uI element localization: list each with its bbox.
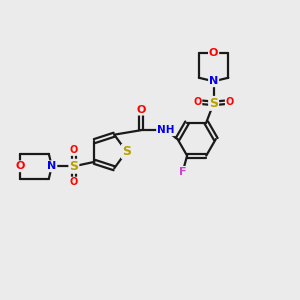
Text: O: O	[70, 145, 78, 155]
Text: O: O	[15, 161, 24, 171]
Text: O: O	[70, 178, 78, 188]
Text: NH: NH	[157, 125, 175, 135]
Text: N: N	[209, 76, 218, 86]
Text: N: N	[47, 161, 56, 171]
Text: O: O	[209, 48, 218, 58]
Text: O: O	[226, 97, 234, 107]
Text: O: O	[193, 97, 202, 107]
Text: S: S	[69, 160, 78, 173]
Text: S: S	[122, 145, 131, 158]
Text: S: S	[209, 97, 218, 110]
Text: F: F	[179, 167, 186, 177]
Text: O: O	[136, 105, 146, 115]
